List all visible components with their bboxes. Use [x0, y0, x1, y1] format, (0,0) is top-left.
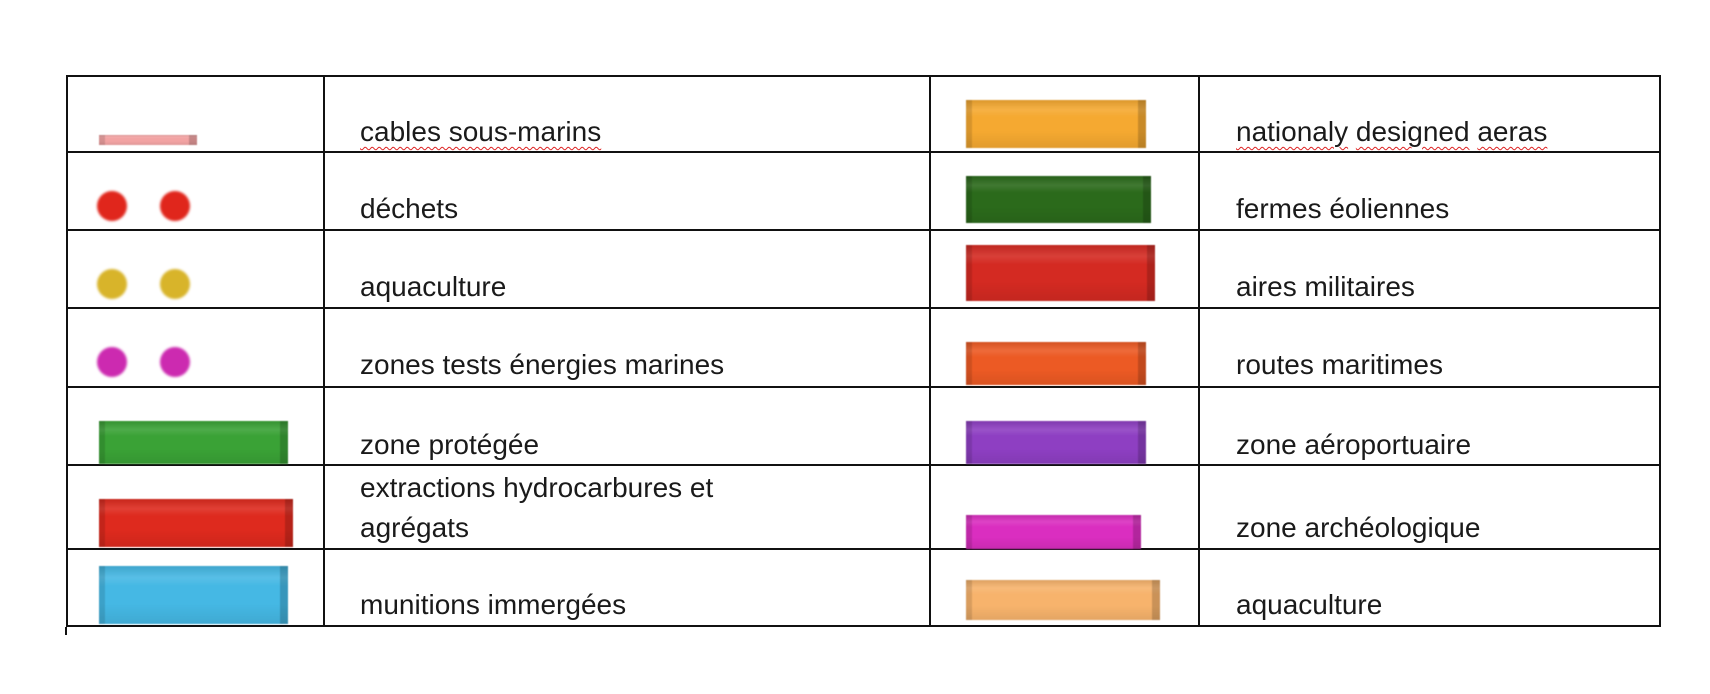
legend-label: munitions immergées: [360, 589, 627, 620]
legend-bar-swatch: [99, 566, 288, 624]
legend-table: cables sous-marins nationaly designed ae…: [65, 75, 1661, 635]
legend-bar-swatch: [966, 176, 1151, 223]
column-divider: [323, 75, 325, 627]
legend-label-word: nationaly: [1236, 116, 1349, 147]
legend-label: zone protégée: [360, 429, 540, 460]
legend-label: fermes éoliennes: [1236, 193, 1450, 224]
row-divider: [66, 464, 1661, 466]
legend-label-word: aeras: [1477, 116, 1548, 147]
column-divider: [929, 75, 931, 627]
row-divider: [66, 548, 1661, 550]
legend-label-line1: extractions hydrocarbures et: [360, 472, 714, 503]
legend-label: déchets: [360, 193, 459, 224]
legend-bar-swatch: [966, 580, 1160, 620]
legend-dot: [160, 269, 190, 299]
legend-dot: [160, 191, 190, 221]
legend-bar-swatch: [966, 342, 1146, 385]
legend-dot: [97, 269, 127, 299]
row-divider: [66, 229, 1661, 231]
legend-bar-swatch: [966, 421, 1146, 464]
row-divider: [66, 307, 1661, 309]
legend-dot: [97, 347, 127, 377]
legend-label: zones tests énergies marines: [360, 349, 725, 380]
legend-label: routes maritimes: [1236, 349, 1443, 380]
legend-line-swatch: [99, 135, 197, 145]
legend-label: zone archéologique: [1236, 512, 1481, 543]
legend-label-line2: agrégats: [360, 512, 469, 543]
legend-label-word: designed: [1355, 116, 1470, 147]
legend-bar-swatch: [966, 245, 1155, 301]
legend-label: aquaculture: [360, 271, 507, 302]
legend-dot: [97, 191, 127, 221]
legend-dot: [160, 347, 190, 377]
legend-label: zone aéroportuaire: [1236, 429, 1472, 460]
column-divider: [1198, 75, 1200, 627]
table-edge-stub: [65, 627, 67, 635]
row-divider: [66, 386, 1661, 388]
legend-bar-swatch: [966, 515, 1141, 549]
legend-bar-swatch: [99, 499, 293, 547]
legend-bar-swatch: [966, 100, 1146, 148]
legend-row: cables sous-marins: [360, 112, 601, 152]
legend-label: aquaculture: [1236, 589, 1383, 620]
legend-bar-swatch: [99, 421, 288, 464]
legend-label: aires militaires: [1236, 271, 1415, 302]
legend-row: nationaly designed aeras: [1236, 112, 1547, 152]
table-border: [66, 75, 1661, 627]
row-divider: [66, 151, 1661, 153]
legend-label: cables sous-marins: [360, 116, 602, 147]
